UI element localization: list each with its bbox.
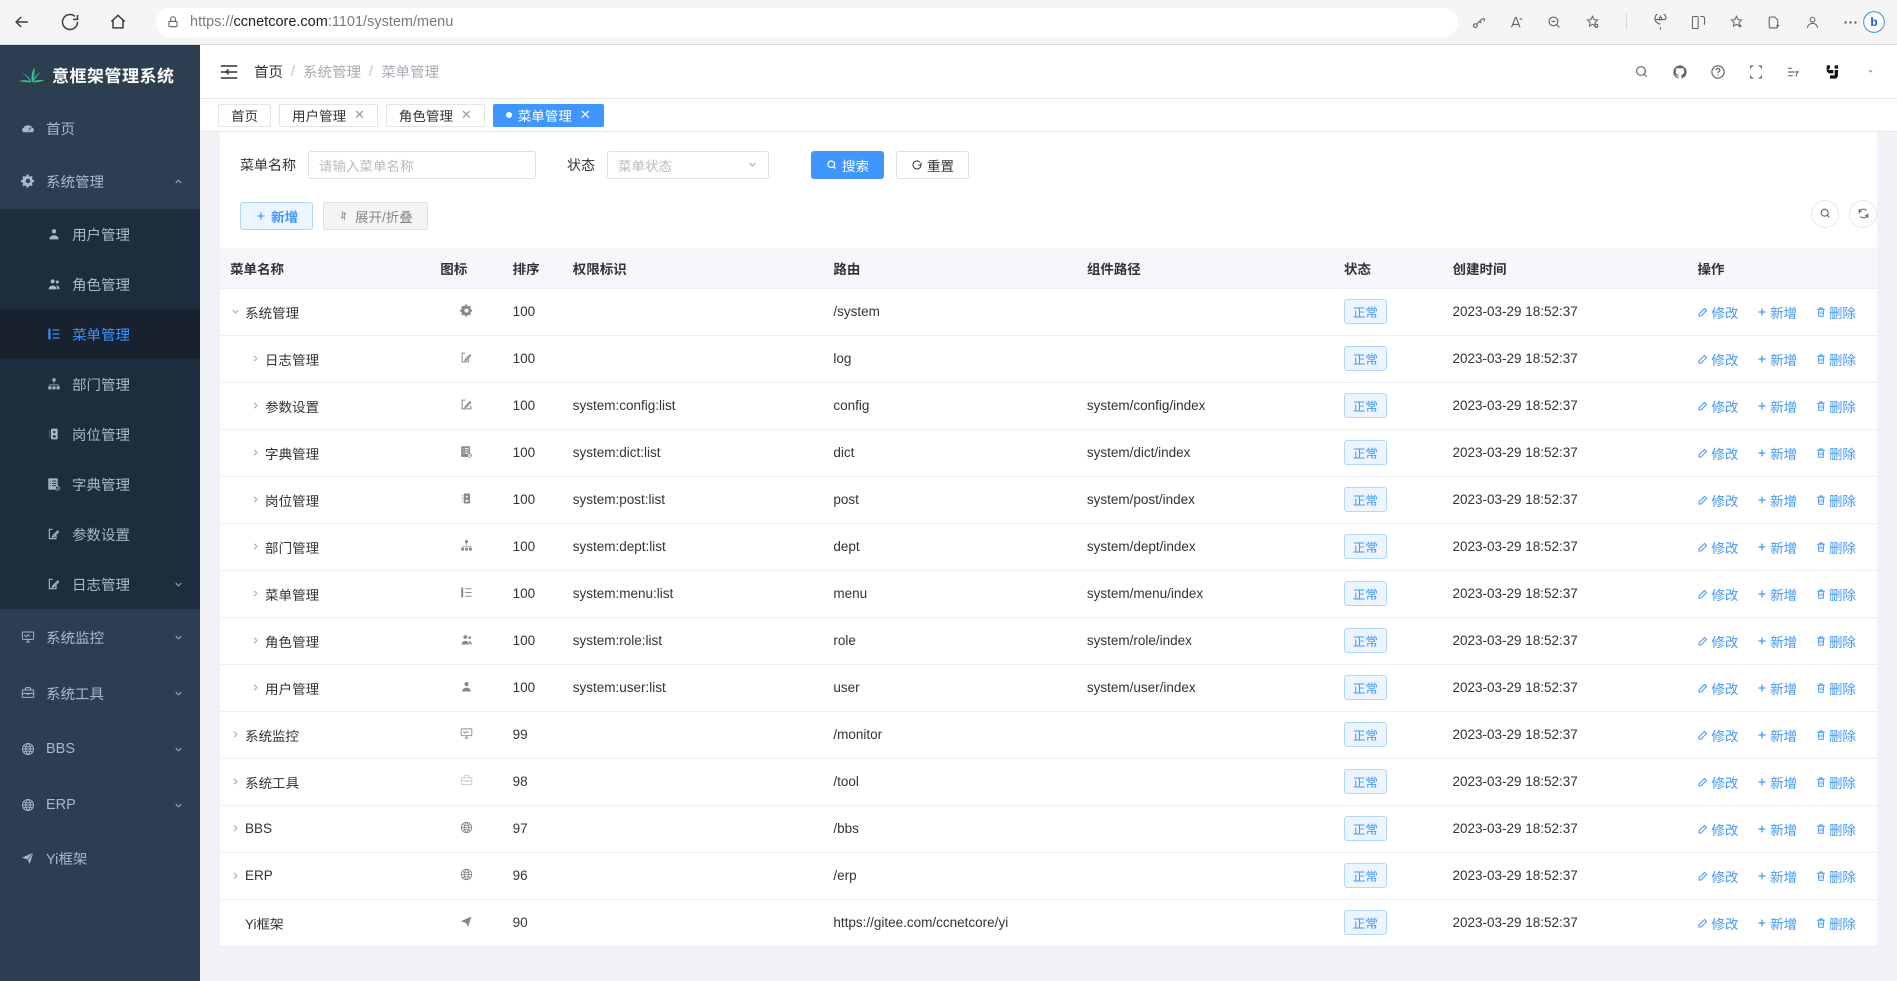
- svg-text:b: b: [1870, 15, 1877, 29]
